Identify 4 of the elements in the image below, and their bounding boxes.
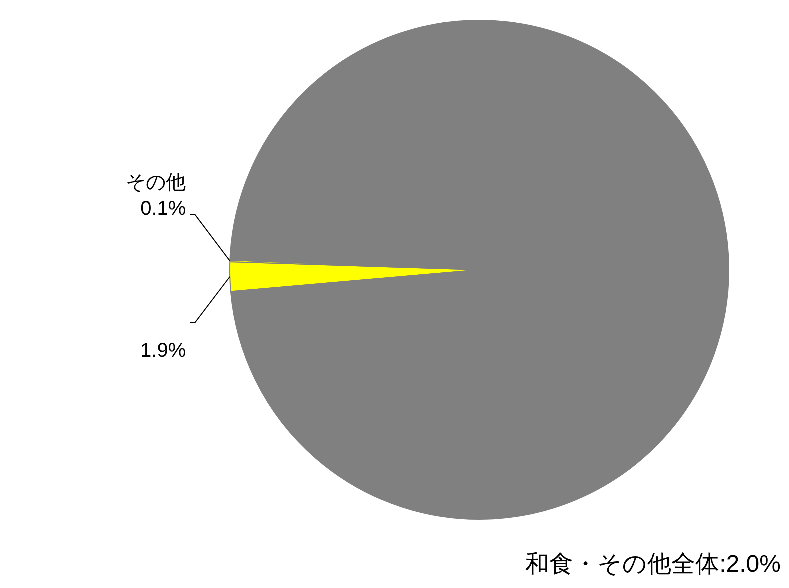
slice-label: その他 <box>126 172 186 194</box>
data-label: 0.1% <box>140 198 186 220</box>
text: 和食・その他全体:2.0% <box>526 550 781 580</box>
data-label: 1.9% <box>140 340 186 362</box>
